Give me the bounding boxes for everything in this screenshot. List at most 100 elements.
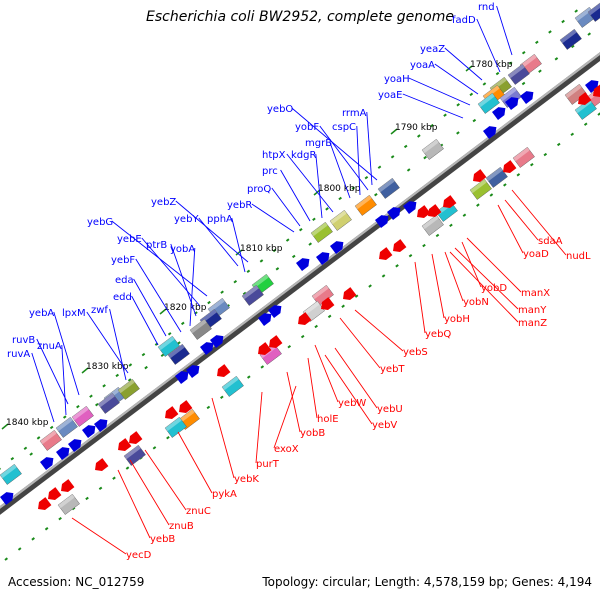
leader-line [280,169,311,222]
inner-tick-dot [166,436,170,440]
gene-label: lpxM [62,308,86,319]
kbp-label: 1790 kbp [395,123,438,133]
gene-label: rnd [478,2,495,13]
mid-tick-dot [127,378,132,382]
kbp-label: 1780 kbp [470,60,513,70]
reverse-gene-arrow [443,195,457,208]
mid-tick-dot [275,267,280,271]
leader-line [271,187,301,227]
reverse-gene-arrow [417,205,431,218]
forward-gene-arrow [520,91,534,104]
gene-label: ruvA [7,349,30,360]
gene-label: yebV [372,420,397,431]
gene-label: yoaD [523,249,549,260]
inner-tick-dot [300,334,305,339]
reverse-gene-arrow [428,204,442,217]
feature-box [0,463,22,485]
feature-box [97,392,120,414]
feature-box [123,444,146,466]
mid-tick-dot [406,168,411,172]
mid-tick-dot [308,242,312,246]
leader-line [189,247,196,327]
reverse-gene-arrow [269,335,283,348]
gene-label: yebG [87,217,113,228]
reverse-gene-arrow [38,497,52,510]
reverse-gene-arrow [165,406,179,419]
inner-tick-dot [395,264,399,268]
mid-tick-dot [472,118,477,123]
forward-gene-arrow [186,365,200,378]
kbp-label: 1800 kbp [318,184,361,194]
inner-tick-dot [583,122,588,126]
inner-tick-dot [112,476,116,480]
leader-line [354,309,404,352]
mid-tick-dot [291,254,296,259]
outer-tick-dot [246,269,251,274]
kbp-tick [1,423,9,430]
inner-tick-dot [408,253,413,258]
gene-label: yebY [174,214,199,225]
leader-line [211,397,235,479]
feature-box [354,194,377,216]
gene-label: yobN [463,297,489,308]
outer-tick-dot [89,394,93,398]
outer-tick-dot [469,92,474,97]
leader-lines [31,5,567,555]
gene-label: fadD [452,15,476,26]
gene-label: znuC [186,506,211,517]
leader-line [307,357,318,419]
inner-tick-dot [476,203,480,207]
outer-tick-dot [233,280,238,284]
forward-gene-arrow [505,97,519,110]
leader-line [449,251,519,323]
reverse-gene-arrow [129,431,143,444]
feature-box [311,284,334,306]
leader-line [141,237,201,307]
inner-tick-dot [503,183,507,187]
leader-line [71,517,127,555]
inner-tick-dot [516,173,521,177]
outer-tick-dot [561,19,565,24]
feature-box [507,63,530,85]
inner-tick-dot [422,243,426,248]
reverse-gene-arrow [258,342,272,355]
kbp-label: 1820 kbp [164,303,207,313]
leader-line [129,459,170,526]
gene-label: holE [317,414,339,425]
mid-tick-dot [29,452,33,456]
forward-gene-arrow [258,313,272,326]
inner-tick-dot [44,527,49,531]
leader-line [504,199,539,241]
forward-gene-arrow [492,107,506,120]
mid-tick-dot [570,44,575,49]
gene-label: manX [521,288,550,299]
kbp-label: 1840 kbp [6,418,49,428]
outer-tick-dot [128,363,133,367]
feature-box [164,416,187,438]
outer-tick-dot [548,30,552,34]
leader-line [339,317,381,369]
inner-tick-dot [206,405,211,410]
forward-gene-arrow [387,207,401,220]
feature-box [241,284,264,306]
leader-line [329,141,351,199]
leader-line [497,204,524,254]
leader-line [109,308,127,381]
feature-box [587,0,600,22]
feature-box [559,28,582,50]
inner-tick-dot [327,314,332,319]
outer-tick-dot [36,436,41,440]
reverse-gene-arrow [379,247,393,260]
inner-tick-dot [152,446,157,450]
gene-label: yoaA [410,60,435,71]
mid-tick-dot [144,365,148,370]
gene-label: exoX [274,444,299,455]
mid-tick-dot [374,192,378,197]
mid-tick-dot [95,402,99,407]
inner-tick-dot [287,345,292,349]
feature-box [421,214,444,236]
leader-line [117,469,151,539]
outer-tick-dot [351,186,356,190]
mid-tick-dot [423,155,427,160]
reverse-gene-arrow [321,297,335,310]
